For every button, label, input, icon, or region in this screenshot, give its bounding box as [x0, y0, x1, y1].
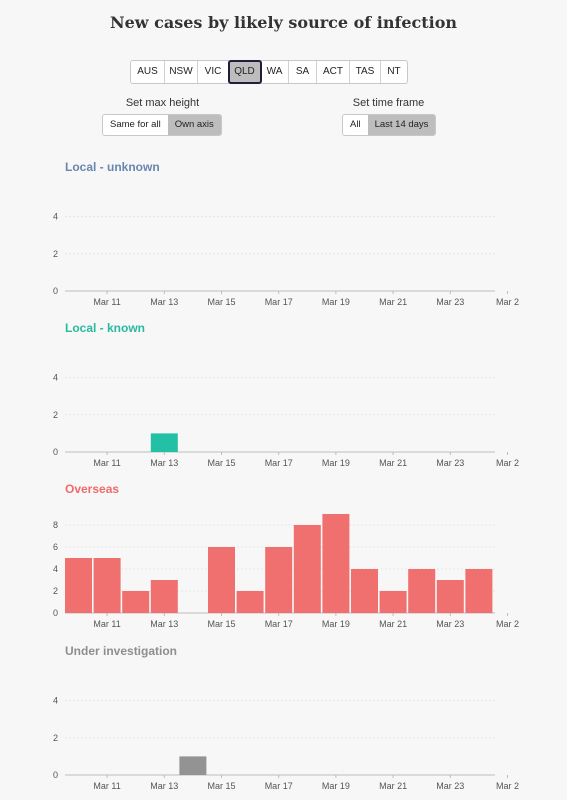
under-investigation-title: Under investigation	[65, 644, 178, 658]
local-unknown-title: Local - unknown	[65, 160, 160, 174]
under-investigation-bar	[179, 756, 207, 775]
overseas-chart: 0 2 4 6 8 Mar 11 Mar 13 Mar 15 Mar 17 Mar 19 Mar 2…	[53, 514, 519, 629]
under-investigation-x-tick-label: Mar 13	[150, 781, 178, 791]
under-investigation-x-tick-label: Mar 19	[322, 781, 350, 791]
same-for-all-option[interactable]: Same for all	[110, 119, 161, 130]
local-known-x-tick-label: Mar 2	[496, 458, 519, 468]
overseas-x-tick-label: Mar 15	[207, 619, 235, 629]
time-frame-toggle: All Last 14 days	[342, 114, 437, 136]
time-frame-label: Set time frame	[352, 97, 425, 109]
local-unknown-y-tick-label: 0	[53, 286, 58, 296]
under-investigation-y-tick-label: 2	[53, 733, 58, 743]
under-investigation-x-tick-label: Mar 11	[93, 781, 120, 791]
overseas-y-tick-label: 4	[53, 564, 58, 574]
under-investigation-y-tick-label: 0	[53, 770, 58, 780]
under-investigation-x-tick-label: Mar 17	[265, 781, 293, 791]
local-known-title: Local - known	[65, 321, 146, 335]
local-known-x-tick-label: Mar 11	[93, 458, 120, 468]
local-unknown-x-tick-label: Mar 17	[265, 297, 293, 307]
local-unknown-chart: 0 2 4 Mar 11 Mar 13 Mar 15 Mar 17 Mar 19 Mar 21 M…	[53, 212, 519, 307]
state-button-tas[interactable]: TAS	[350, 61, 381, 83]
overseas-bar	[265, 547, 293, 613]
overseas-bar	[236, 591, 264, 613]
local-unknown-x-tick-label: Mar 15	[207, 297, 235, 307]
local-known-chart: 0 2 4 Mar 11 Mar 13 Mar 15 Mar 17 Mar 19 Mar 21 M…	[53, 373, 519, 468]
under-investigation-x-tick-label: Mar 23	[436, 781, 464, 791]
local-known-x-tick-label: Mar 17	[265, 458, 293, 468]
local-unknown-y-tick-label: 4	[53, 212, 58, 222]
overseas-bar	[65, 558, 92, 613]
local-unknown-x-tick-label: Mar 23	[436, 297, 464, 307]
overseas-bar	[436, 580, 464, 613]
overseas-bar	[322, 514, 350, 613]
local-known-x-tick-label: Mar 21	[379, 458, 407, 468]
state-button-aus[interactable]: AUS	[131, 61, 165, 83]
overseas-y-tick-label: 8	[53, 520, 58, 530]
overseas-y-tick-label: 2	[53, 586, 58, 596]
overseas-x-tick-label: Mar 23	[436, 619, 464, 629]
state-button-qld[interactable]: QLD	[228, 60, 262, 84]
max-height-label: Set max height	[125, 97, 200, 109]
overseas-bar	[351, 569, 378, 613]
overseas-bar	[408, 569, 436, 613]
overseas-y-tick-label: 0	[53, 608, 58, 618]
state-button-sa[interactable]: SA	[289, 61, 317, 83]
local-unknown-x-tick-label: Mar 19	[322, 297, 350, 307]
local-known-y-tick-label: 4	[53, 373, 58, 383]
overseas-x-tick-label: Mar 21	[379, 619, 407, 629]
overseas-x-tick-label: Mar 17	[265, 619, 293, 629]
last-14-days-option[interactable]: Last 14 days	[367, 115, 436, 135]
local-known-y-tick-label: 0	[53, 447, 58, 457]
state-button-vic[interactable]: VIC	[198, 61, 229, 83]
under-investigation-chart: 0 2 4 Mar 11 Mar 13 Mar 15 Mar 17 Mar 19 Mar 21 M…	[53, 696, 519, 791]
under-investigation-x-tick-label: Mar 15	[207, 781, 235, 791]
under-investigation-x-tick-label: Mar 2	[496, 781, 519, 791]
overseas-x-tick-label: Mar 19	[322, 619, 350, 629]
overseas-bar	[293, 525, 321, 613]
state-button-nt[interactable]: NT	[387, 66, 401, 77]
overseas-x-tick-label: Mar 13	[150, 619, 178, 629]
overseas-title: Overseas	[65, 482, 120, 496]
overseas-x-tick-label: Mar 11	[93, 619, 120, 629]
local-unknown-y-tick-label: 2	[53, 249, 58, 259]
local-known-y-tick-label: 2	[53, 410, 58, 420]
overseas-x-tick-label: Mar 2	[496, 619, 519, 629]
overseas-bar	[93, 558, 121, 613]
local-known-x-tick-label: Mar 15	[207, 458, 235, 468]
overseas-bar	[122, 591, 150, 613]
state-button-wa[interactable]: WA	[261, 61, 289, 83]
overseas-bar	[379, 591, 407, 613]
local-unknown-x-tick-label: Mar 2	[496, 297, 519, 307]
local-unknown-x-tick-label: Mar 21	[379, 297, 407, 307]
overseas-y-tick-label: 6	[53, 542, 58, 552]
state-button-nsw[interactable]: NSW	[165, 61, 198, 83]
overseas-bar	[150, 580, 178, 613]
overseas-bar	[208, 547, 235, 613]
local-unknown-x-tick-label: Mar 13	[150, 297, 178, 307]
state-button-act[interactable]: ACT	[317, 61, 350, 83]
under-investigation-x-tick-label: Mar 21	[379, 781, 407, 791]
overseas-bar	[465, 569, 493, 613]
state-selector: AUS NSW VIC QLD WA SA ACT TAS NT	[130, 60, 408, 84]
local-known-bar	[150, 433, 178, 452]
local-unknown-x-tick-label: Mar 11	[93, 297, 120, 307]
own-axis-option[interactable]: Own axis	[167, 115, 221, 135]
max-height-toggle: Same for all Own axis	[102, 114, 222, 136]
local-known-x-tick-label: Mar 13	[150, 458, 178, 468]
all-option[interactable]: All	[350, 119, 361, 130]
local-known-x-tick-label: Mar 19	[322, 458, 350, 468]
under-investigation-y-tick-label: 4	[53, 696, 58, 706]
page-title: New cases by likely source of infection	[109, 13, 458, 32]
local-known-x-tick-label: Mar 23	[436, 458, 464, 468]
